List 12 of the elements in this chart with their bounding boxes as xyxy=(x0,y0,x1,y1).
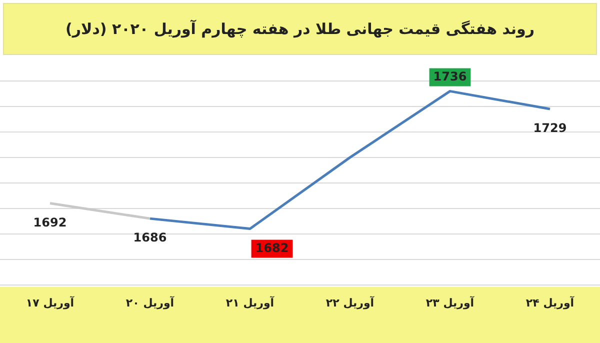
x-tick-label: ۱۷ آوریل xyxy=(26,295,74,310)
data-label: 1686 xyxy=(133,230,167,245)
x-tick-label: ۲۴ آوریل xyxy=(526,295,574,310)
data-label: 1692 xyxy=(33,215,67,230)
x-tick-label: ۲۰ آوریل xyxy=(126,295,174,310)
data-label: 1736 xyxy=(433,69,467,84)
x-tick-label: ۲۱ آوریل xyxy=(226,295,274,310)
x-tick-label: ۲۳ آوریل xyxy=(426,295,474,310)
data-label: 1682 xyxy=(255,240,289,255)
chart-title: روند هفتگی قیمت جهانی طلا در هفته چهارم آوریل ۲۰۲۰ (دلار) xyxy=(3,3,597,55)
x-tick-label: ۲۲ آوریل xyxy=(326,295,374,310)
data-label: 1729 xyxy=(533,121,567,136)
